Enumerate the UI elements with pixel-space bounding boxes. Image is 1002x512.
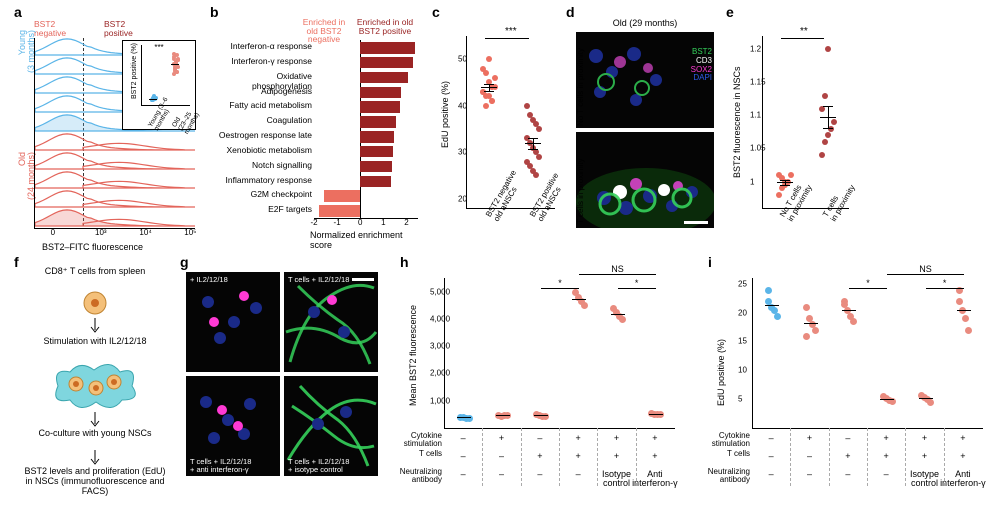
g-img-br: T cells + IL2/12/18 + isotype control	[284, 376, 378, 476]
panel-c: EdU positive (%) *** 20304050BST2 negati…	[440, 18, 558, 246]
g-lbl-tr: T cells + IL2/12/18	[286, 274, 351, 285]
label-e: e	[726, 4, 734, 20]
figure: a b c d e f g h i BST2 negative BST2 pos…	[0, 0, 1002, 512]
panel-e: BST2 fluorescence in NSCs ** 11.051.11.1…	[734, 18, 852, 246]
a-xticks: 010³10⁴10⁵	[34, 228, 194, 242]
d-image-bot	[576, 132, 714, 228]
i-axes: NS**	[752, 278, 983, 429]
d-legend: BST2CD3SOX2DAPI	[691, 48, 712, 83]
i-ylabel: EdU positive (%)	[716, 339, 726, 406]
d-side-bot: T cells in proximity	[576, 158, 585, 224]
g-lbl-br: T cells + IL2/12/18 + isotype control	[286, 457, 351, 474]
g-scalebar	[352, 278, 374, 281]
panel-b: Enriched in old BST2 negative Enriched i…	[218, 18, 422, 246]
d-side-top: No T cells in proximity	[576, 48, 585, 126]
label-f: f	[14, 254, 19, 270]
a-pos-label: BST2 positive	[104, 20, 133, 37]
h-ylabel: Mean BST2 fluorescence	[408, 305, 418, 406]
d-title: Old (29 months)	[576, 18, 714, 28]
b-hdr-pos: Enriched in old BST2 positive	[356, 18, 414, 35]
f-step4: BST2 levels and proliferation (EdU) in N…	[20, 466, 170, 496]
e-ylabel: BST2 fluorescence in NSCs	[732, 66, 742, 178]
a-xlabel: BST2–FITC fluorescence	[42, 242, 143, 252]
panel-i: EdU positive (%) NS** 510152025–––+–––+–…	[712, 266, 992, 496]
panel-a: BST2 negative BST2 positive Young (3 mon…	[28, 18, 198, 246]
a-inset-xl-old: Old (23–25 months)	[171, 104, 186, 126]
b-xlabel: Normalized enrichment score	[310, 230, 422, 250]
label-d: d	[566, 4, 575, 20]
h-axes: NS**	[444, 278, 675, 429]
label-c: c	[432, 4, 440, 20]
f-coculture-icon	[50, 360, 140, 412]
g-img-tl: + IL2/12/18	[186, 272, 280, 372]
d-scalebar	[684, 221, 708, 224]
a-neg-label: BST2 negative	[34, 20, 66, 37]
g-lbl-bl: T cells + IL2/12/18 + anti interferon-γ	[188, 457, 253, 474]
f-step3: Co-culture with young NSCs	[20, 428, 170, 438]
g-img-bl: T cells + IL2/12/18 + anti interferon-γ	[186, 376, 280, 476]
label-a: a	[14, 4, 22, 20]
a-inset: *** BST2 positive (%) Young (3–6 months)…	[122, 40, 196, 130]
panel-h: Mean BST2 fluorescence NS** 1,0002,0003,…	[404, 266, 684, 496]
c-ylabel: EdU positive (%)	[440, 81, 450, 148]
g-img-tr: T cells + IL2/12/18 BST2EdUDAPI	[284, 272, 378, 372]
f-step1: CD8⁺ T cells from spleen	[20, 266, 170, 277]
a-inset-ylabel: BST2 positive (%)	[131, 43, 138, 99]
d-image-bot-svg	[576, 132, 714, 228]
panel-d: Old (29 months) BST2CD3SOX2DAPI No T cel…	[576, 18, 714, 246]
panel-g: + IL2/12/18 T cells + IL2/12/18 BST2EdUD…	[186, 266, 380, 494]
f-arrow-1	[90, 318, 100, 336]
f-step2: Stimulation with IL2/12/18	[20, 336, 170, 346]
g-lbl-tl: + IL2/12/18	[188, 274, 230, 285]
b-chart	[314, 40, 418, 219]
panel-f: CD8⁺ T cells from spleen Stimulation wit…	[20, 266, 170, 504]
d-image-top: BST2CD3SOX2DAPI	[576, 32, 714, 128]
f-cell-icon	[80, 288, 110, 318]
